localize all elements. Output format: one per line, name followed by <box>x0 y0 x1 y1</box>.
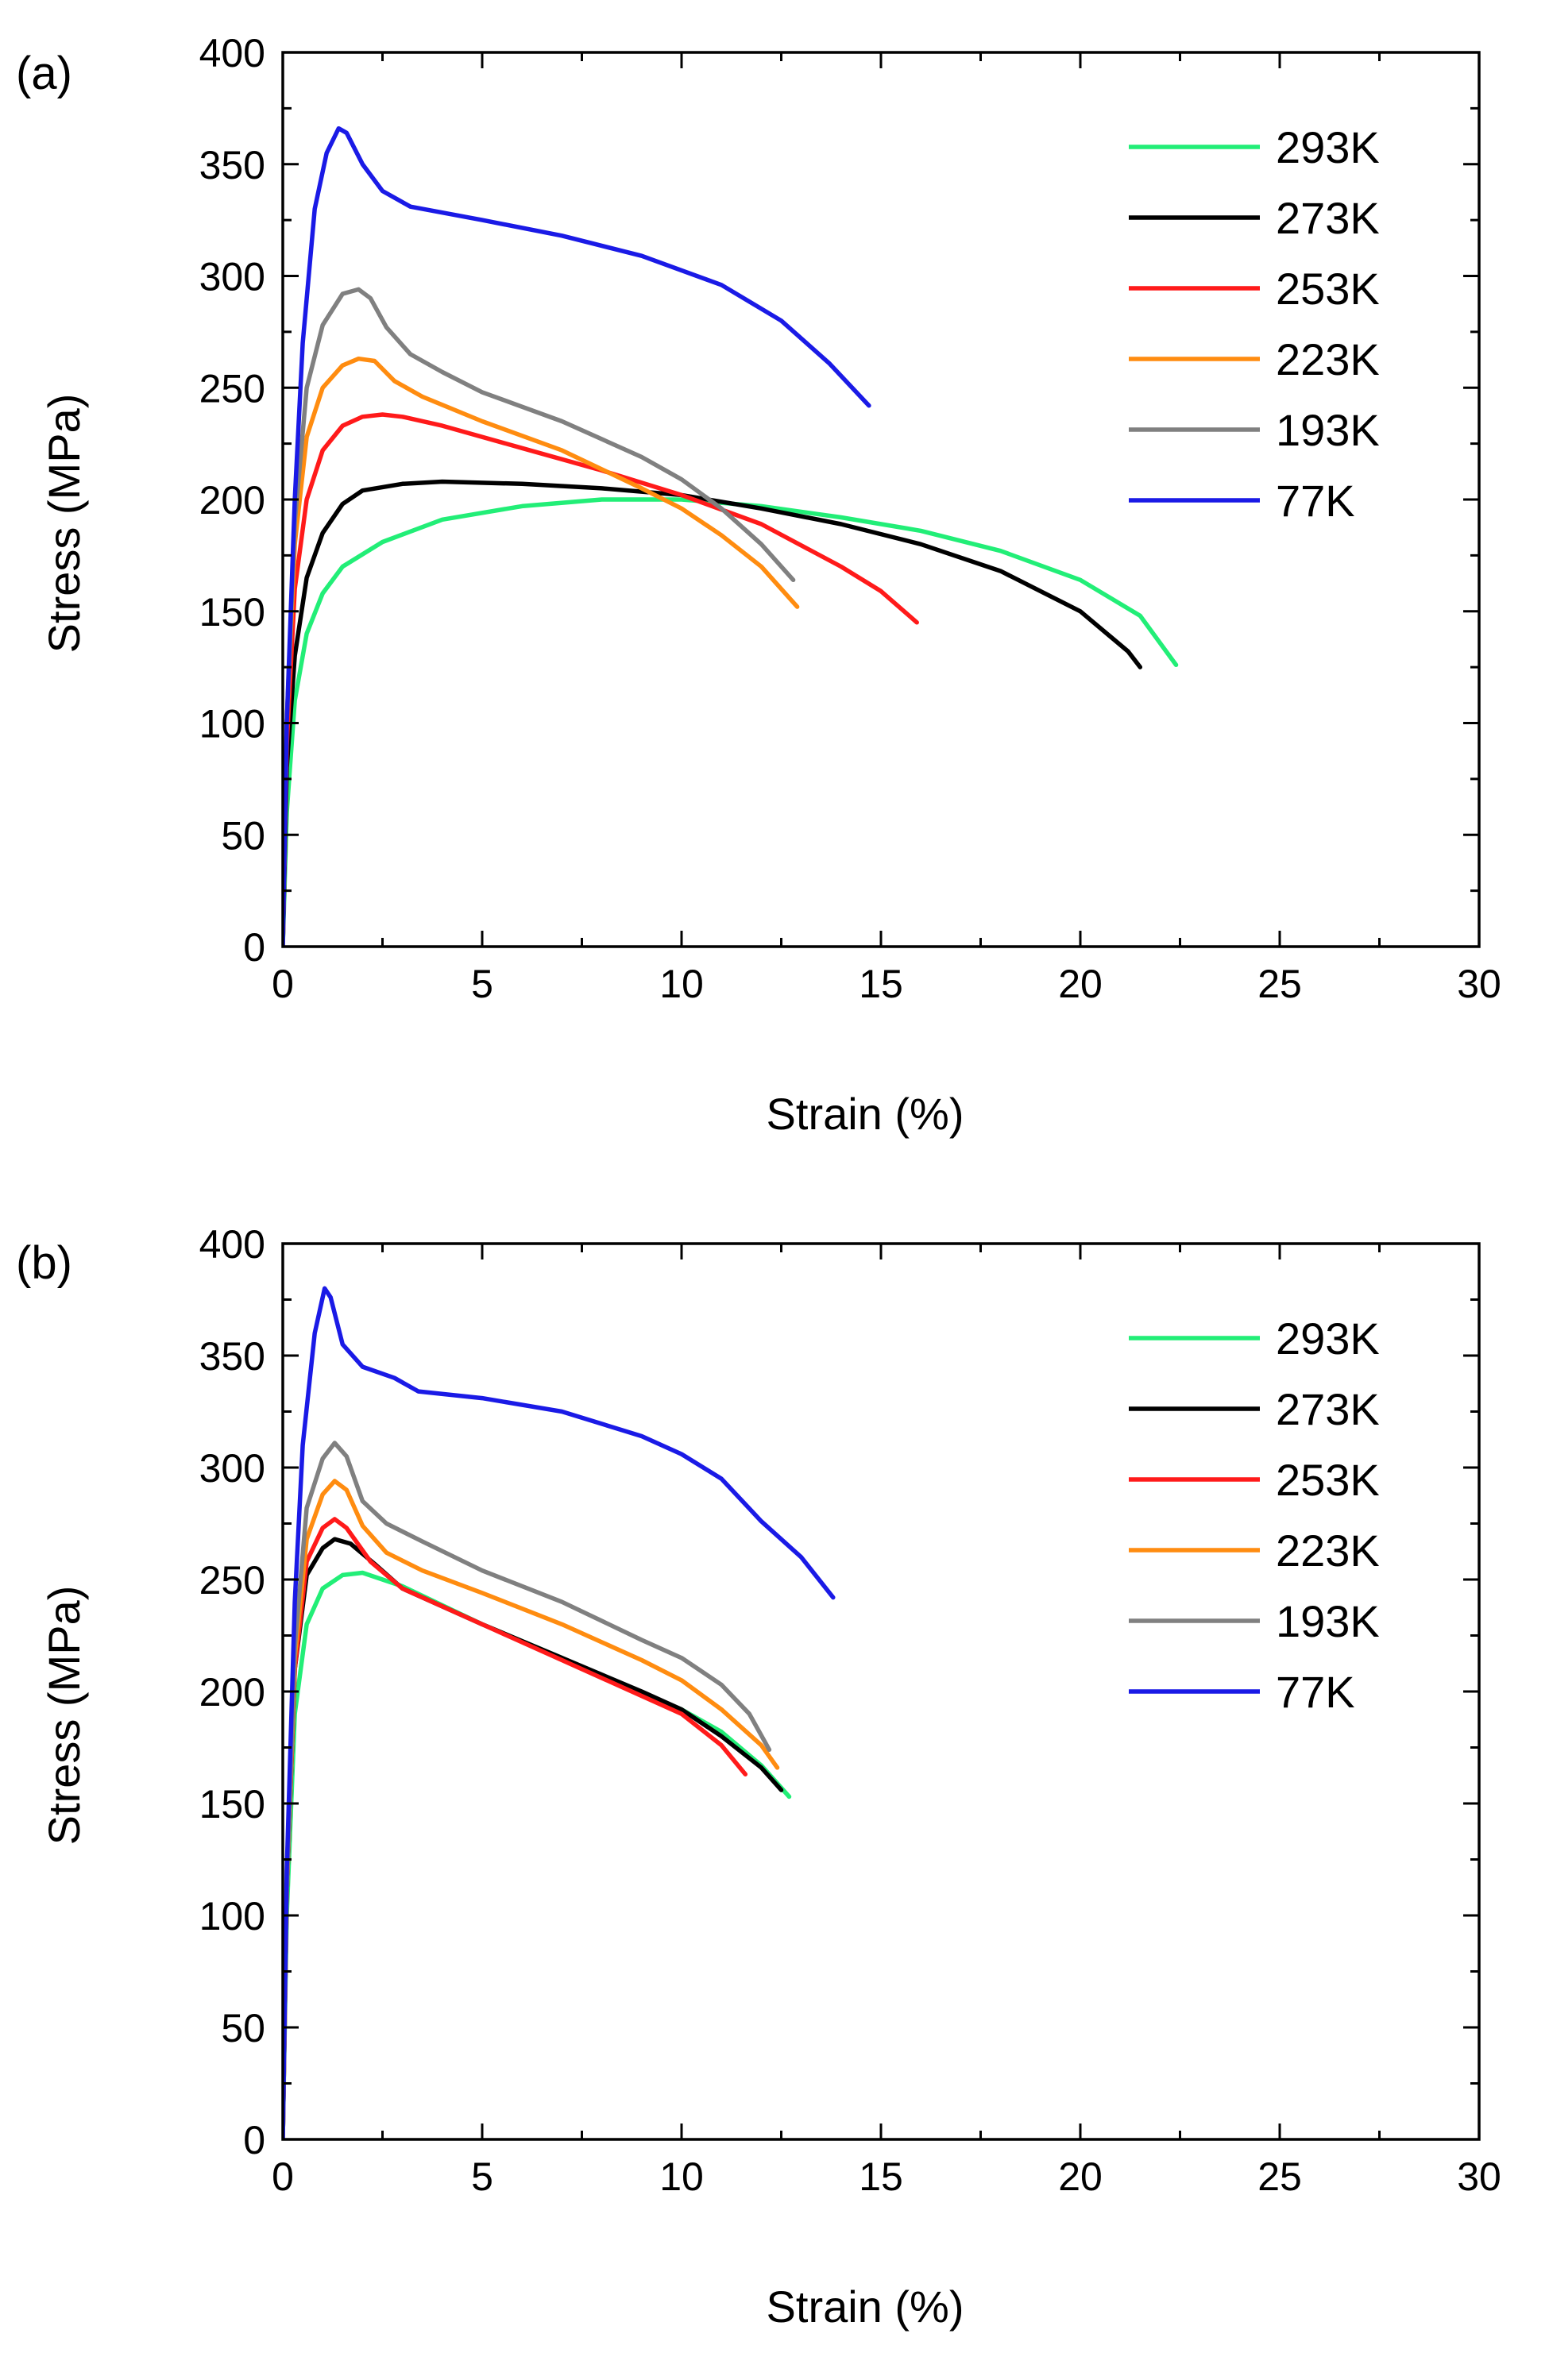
x-tick-label: 30 <box>1457 962 1501 1006</box>
x-tick-label: 20 <box>1058 962 1103 1006</box>
y-tick-label: 100 <box>199 1894 265 1938</box>
plot-area <box>283 125 1179 947</box>
series-line-193K <box>283 1441 772 2139</box>
y-tick-label: 250 <box>199 366 265 411</box>
y-tick-label: 200 <box>199 1670 265 1715</box>
x-axis-title: Strain (%) <box>767 1089 964 1139</box>
series-line-273K <box>283 1537 784 2139</box>
legend-label-77K: 77K <box>1276 1667 1355 1717</box>
y-tick-label: 300 <box>199 1446 265 1491</box>
y-tick-label: 100 <box>199 702 265 746</box>
legend-label-253K: 253K <box>1276 1455 1380 1505</box>
x-tick-label: 10 <box>659 962 704 1006</box>
y-tick-label: 350 <box>199 143 265 187</box>
series-line-77K <box>283 1286 836 2139</box>
series-line-223K <box>283 1479 780 2139</box>
series-line-223K <box>283 356 800 947</box>
y-tick-label: 300 <box>199 255 265 299</box>
y-tick-label: 150 <box>199 590 265 635</box>
panel-b: 0 5 10 15 20 25 30050100150200250300350400Stra… <box>16 1222 1501 2332</box>
series-line-293K <box>283 497 1179 947</box>
x-axis-title: Strain (%) <box>767 2282 964 2332</box>
y-tick-label: 0 <box>243 2118 265 2162</box>
legend-label-193K: 193K <box>1276 405 1380 455</box>
series-line-193K <box>283 287 796 947</box>
x-tick-label: 5 <box>471 2154 493 2199</box>
plot-area <box>283 1286 836 2139</box>
y-tick-label: 250 <box>199 1558 265 1603</box>
series-line-273K <box>283 479 1143 947</box>
y-axis-title: Stress (MPa) <box>39 394 89 654</box>
y-tick-label: 50 <box>221 813 265 858</box>
legend-label-273K: 273K <box>1276 193 1380 243</box>
y-tick-label: 350 <box>199 1334 265 1379</box>
x-tick-label: 0 <box>272 962 294 1006</box>
legend-label-223K: 223K <box>1276 1526 1380 1576</box>
legend: 293K 273K 253K 223K 193K 77K <box>1129 122 1380 526</box>
y-tick-label: 50 <box>221 2006 265 2050</box>
legend-label-293K: 293K <box>1276 1313 1380 1364</box>
x-tick-label: 25 <box>1257 2154 1302 2199</box>
legend-label-253K: 253K <box>1276 264 1380 314</box>
panel-label: (a) <box>16 48 72 99</box>
series-line-293K <box>283 1570 792 2139</box>
x-tick-label: 25 <box>1257 962 1302 1006</box>
y-axis-title: Stress (MPa) <box>39 1586 89 1846</box>
series-line-77K <box>283 125 871 947</box>
y-tick-label: 200 <box>199 478 265 523</box>
y-tick-label: 0 <box>243 925 265 970</box>
panel-a: 0 5 10 15 20 25 30050100150200250300350400Stra… <box>16 31 1501 1139</box>
x-tick-label: 20 <box>1058 2154 1103 2199</box>
legend-label-77K: 77K <box>1276 476 1355 526</box>
x-tick-label: 30 <box>1457 2154 1501 2199</box>
series-line-253K <box>283 1517 748 2139</box>
legend-label-273K: 273K <box>1276 1384 1380 1434</box>
x-tick-label: 5 <box>471 962 493 1006</box>
legend-label-223K: 223K <box>1276 334 1380 384</box>
y-tick-label: 400 <box>199 31 265 75</box>
x-tick-label: 0 <box>272 2154 294 2199</box>
legend-label-193K: 193K <box>1276 1596 1380 1646</box>
legend: 293K 273K 253K 223K 193K 77K <box>1129 1313 1380 1717</box>
y-tick-label: 150 <box>199 1782 265 1826</box>
legend-label-293K: 293K <box>1276 122 1380 172</box>
y-tick-label: 400 <box>199 1222 265 1267</box>
x-tick-label: 15 <box>859 962 903 1006</box>
x-tick-label: 10 <box>659 2154 704 2199</box>
series-line-253K <box>283 412 919 947</box>
x-tick-label: 15 <box>859 2154 903 2199</box>
panel-label: (b) <box>16 1237 72 1289</box>
